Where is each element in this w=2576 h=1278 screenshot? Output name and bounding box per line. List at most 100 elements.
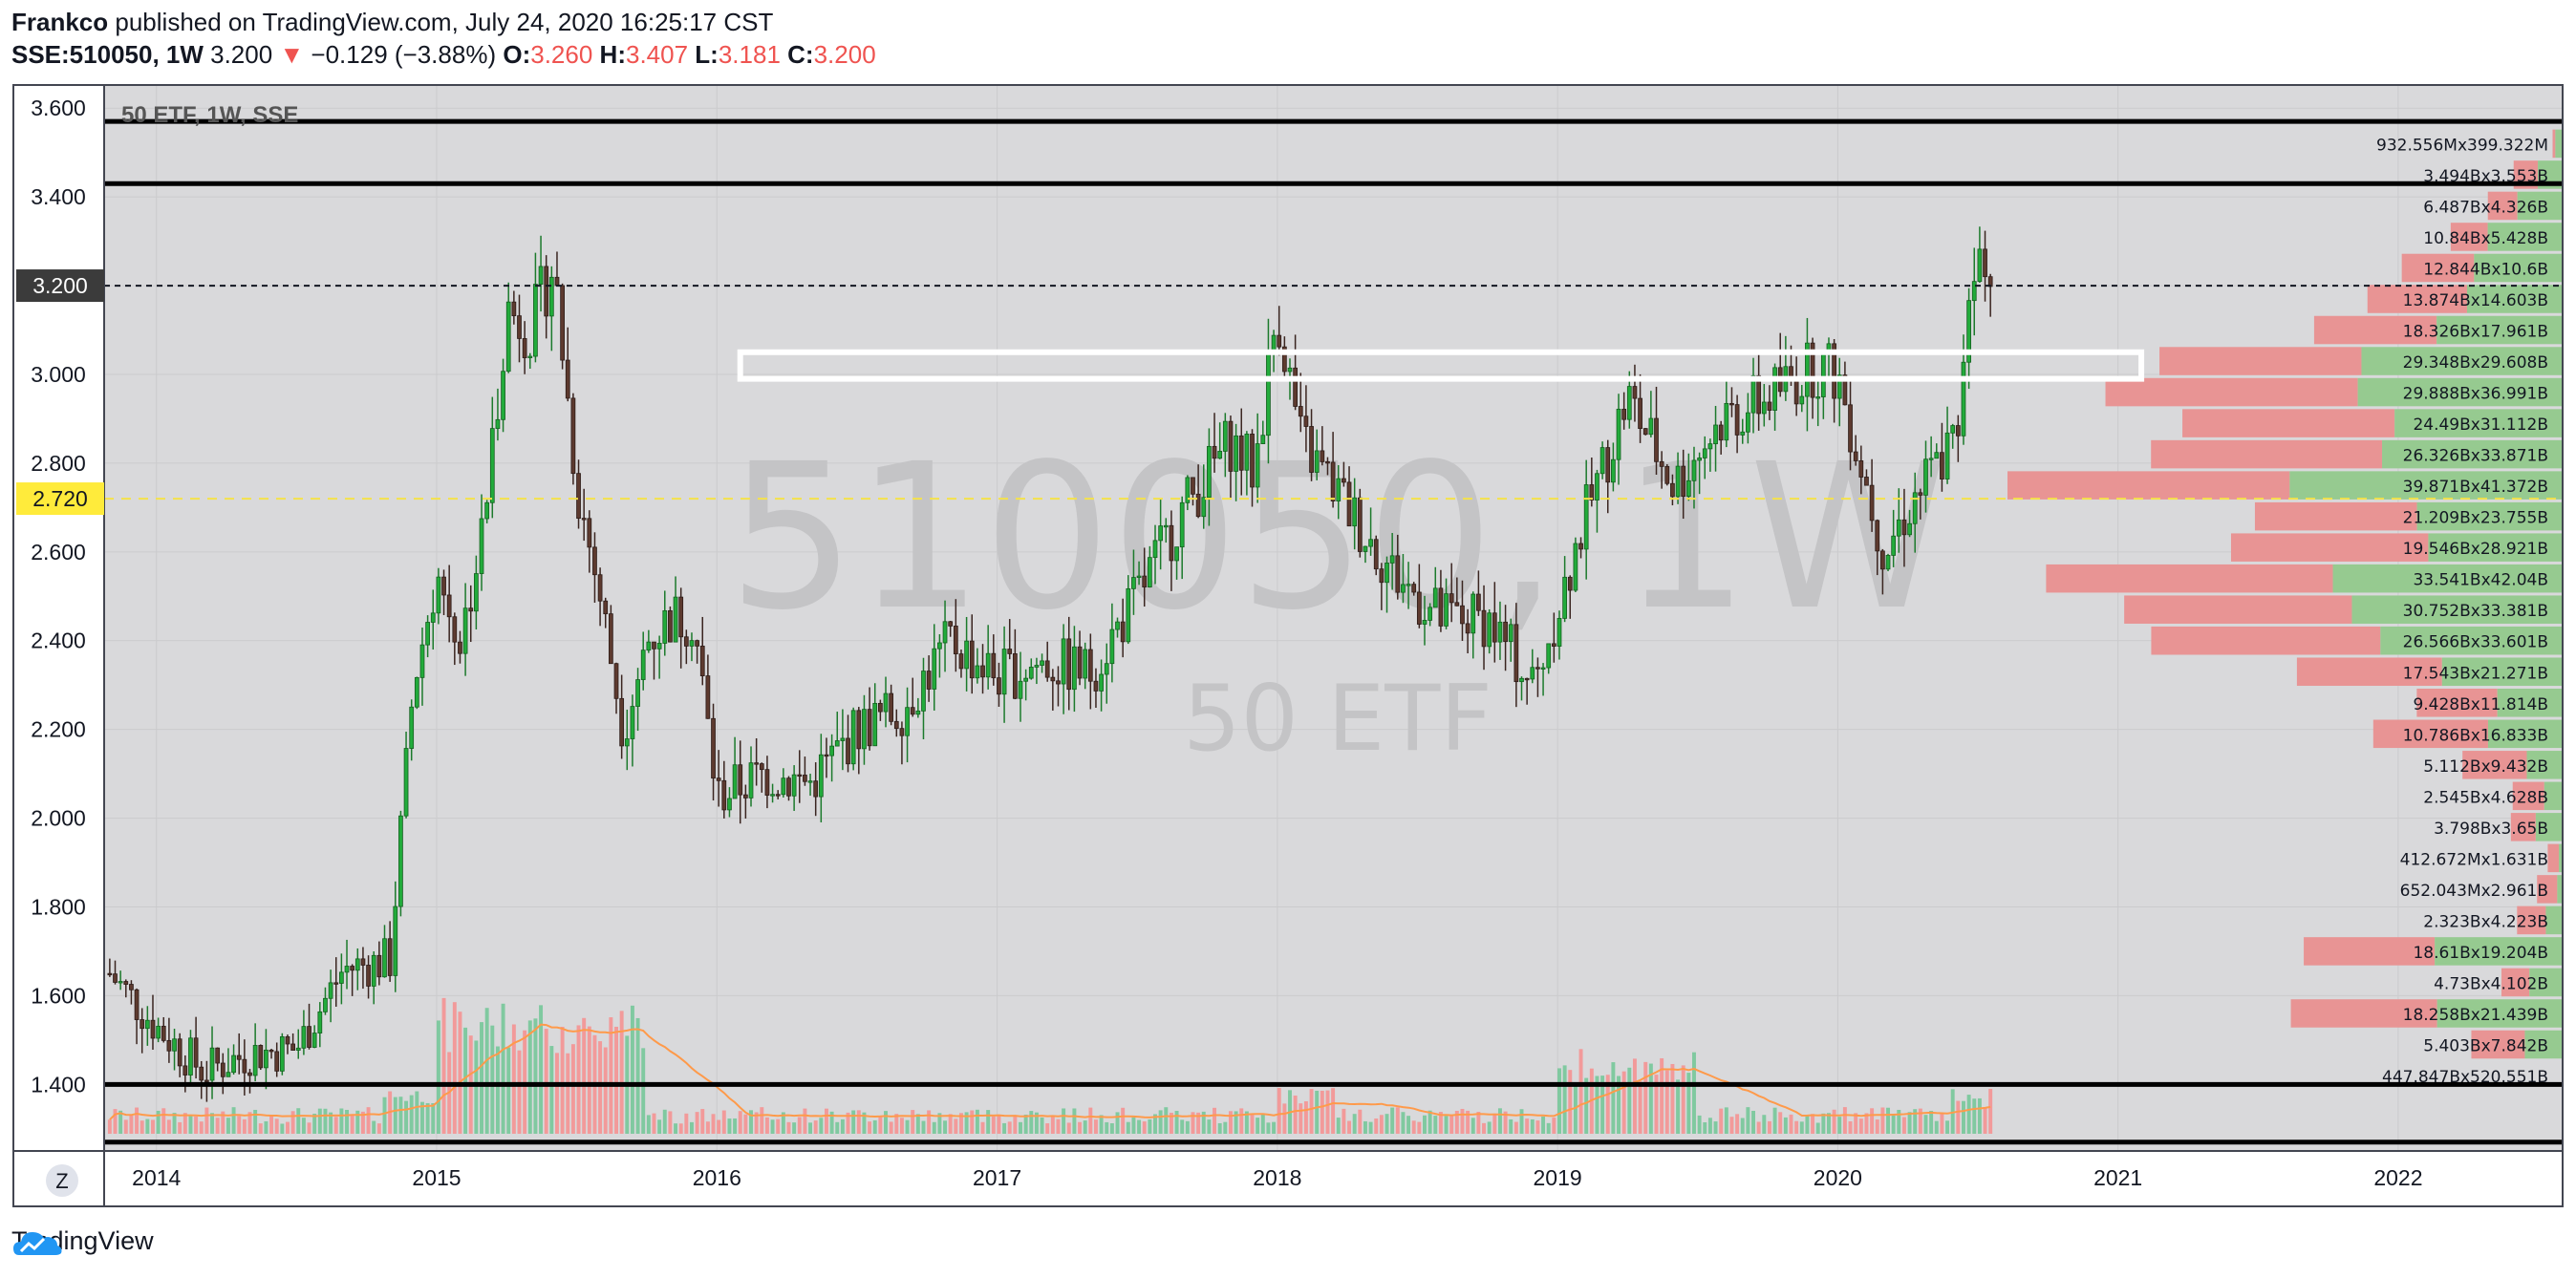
candle-body [1385,563,1389,584]
candle-body [570,397,576,475]
chart-container[interactable]: 510050, 1W 50 ETF 932.556Mx399.322M 3.494… [12,84,2564,1207]
candle-body [1428,607,1433,621]
volume-bar [1821,1113,1826,1134]
y-tick-label: 3.400 [31,184,86,209]
volume-bar [1303,1100,1308,1134]
x-tick-label: 2018 [1253,1165,1301,1190]
candle-body [1869,484,1875,522]
candle-body [1255,443,1260,488]
candle-body [1158,525,1164,542]
volume-bar [1185,1120,1190,1134]
volume-bar [1546,1122,1551,1134]
candle-body [1793,378,1799,405]
volume-bar [1799,1121,1804,1134]
volume-bar [484,1008,489,1134]
candle-body [915,710,921,715]
volume-bar [743,1114,748,1134]
candle-body [1799,395,1805,405]
candle-body [1842,374,1848,406]
volume-bar [803,1108,807,1134]
low-value: 3.181 [718,40,781,69]
tradingview-cloud-icon[interactable] [11,1226,63,1259]
resistance-box[interactable] [737,349,2145,382]
time-axis[interactable]: 2014 2015 2016 2017 2018 2019 2020 2021 2022 [132,1165,2422,1190]
candle-body [1061,638,1066,685]
candle-body [603,600,609,615]
volume-bar [846,1112,850,1134]
candle-body [1077,646,1083,679]
volume-bar [1390,1107,1395,1134]
volume-bar [194,1116,199,1134]
candle-body [619,697,625,747]
candle-body [1212,445,1217,459]
volume-bar [360,1111,365,1134]
volume-bar [678,1123,683,1134]
author-name[interactable]: Frankco [11,8,109,36]
volume-bar [333,1117,338,1134]
volume-bar [1729,1117,1734,1134]
volume-bar [178,1121,182,1134]
volume-bar [721,1110,726,1134]
volume-profile-down-bar [2124,595,2352,624]
candle-body [1578,543,1583,550]
candle-body [1271,334,1277,351]
candle-body [1379,568,1385,584]
volume-profile-down-bar [2471,1030,2525,1059]
candle-body [942,621,948,644]
candle-body [484,501,490,520]
volume-bar [312,1113,317,1134]
candle-body [668,609,673,643]
volume-bar [490,1025,495,1134]
candle-body [1266,350,1271,437]
volume-bar [441,997,446,1134]
volume-bar [1643,1061,1648,1134]
candle-body [856,710,862,750]
candle-body [1901,519,1907,536]
x-tick-label: 2015 [412,1165,461,1190]
candle-body [371,954,376,987]
volume-bar [1093,1119,1098,1134]
volume-bar [172,1113,177,1134]
candle-body [803,775,807,782]
candle-body [932,648,937,690]
chart-legend-title[interactable]: 50 ETF, 1W, SSE [121,102,298,128]
volume-bar [1880,1107,1885,1134]
volume-bar [1513,1121,1518,1134]
volume-bar [1740,1118,1745,1134]
volume-bar [376,1123,381,1134]
timezone-button[interactable] [46,1164,78,1197]
volume-profile-down-bar [2547,843,2560,873]
volume-bar [480,1022,483,1134]
volume-bar [1686,1073,1691,1134]
candle-body [1460,605,1465,625]
volume-bar [1681,1065,1685,1134]
volume-bar [1411,1120,1416,1134]
candle-body [652,641,656,650]
volume-bar [781,1112,785,1134]
candle-body [985,652,991,678]
timezone-button-label[interactable]: Z [55,1169,68,1193]
y-tick-label: 3.000 [31,362,86,387]
volume-bar [1201,1111,1206,1134]
candle-body [786,777,791,797]
candle-body [1066,638,1072,691]
candle-body [290,1043,295,1051]
volume-bar [237,1116,242,1134]
candle-body [1767,401,1772,411]
volume-bar [1062,1108,1066,1134]
candle-body [1896,519,1901,537]
candle-body [1966,300,1971,363]
volume-profile-up-bar [2382,439,2562,469]
candle-body [1001,649,1007,695]
price-chart[interactable]: 510050, 1W 50 ETF 932.556Mx399.322M3.494… [14,86,2562,1205]
candle-body [479,518,484,574]
candle-body [1944,432,1950,479]
volume-bar [808,1122,813,1134]
candle-body [1675,465,1681,498]
candle-body [1373,539,1379,570]
volume-bar [533,1018,538,1134]
candle-body [1681,465,1686,498]
candle-body [1293,367,1299,407]
volume-profile-up-bar [2332,564,2562,593]
candle-body [274,1051,280,1072]
